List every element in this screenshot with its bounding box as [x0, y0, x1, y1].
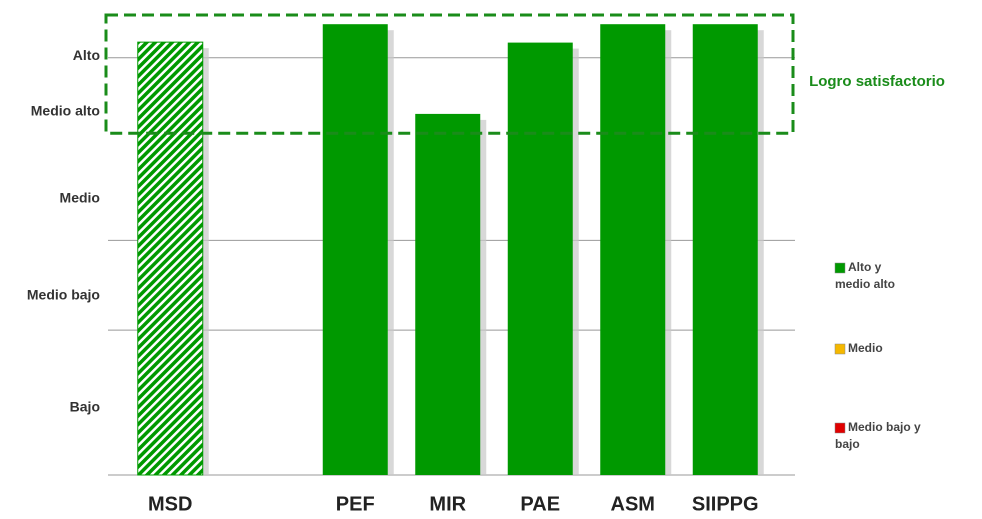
bar: [600, 24, 666, 475]
bar: [415, 113, 481, 476]
legend-label: Medio: [848, 341, 883, 355]
legend-label: bajo: [835, 437, 860, 451]
y-tick-label: Medio: [60, 190, 100, 206]
y-tick-label: Medio alto: [31, 102, 100, 118]
target-band: [104, 13, 795, 135]
y-tick-label: Alto: [73, 47, 100, 63]
legend-label: medio alto: [835, 277, 895, 291]
legend-swatch: [834, 262, 846, 274]
legend-label: Medio bajo y: [848, 420, 921, 434]
legend-swatch: [834, 343, 846, 355]
bar: [507, 42, 573, 475]
target-label: Logro satisfactorio: [809, 73, 945, 90]
bar: [137, 41, 204, 476]
x-tick-label: ASM: [611, 493, 655, 515]
x-tick-label: PEF: [336, 493, 375, 515]
x-tick-label: MSD: [148, 493, 192, 515]
bar: [692, 24, 758, 475]
y-tick-label: Bajo: [70, 399, 100, 415]
x-tick-label: MIR: [429, 493, 466, 515]
y-tick-label: Medio bajo: [27, 286, 100, 302]
x-tick-label: SIIPPG: [692, 493, 759, 515]
x-tick-label: PAE: [520, 493, 560, 515]
legend-label: Alto y: [848, 260, 882, 274]
legend-swatch: [834, 422, 846, 434]
bar: [322, 24, 388, 475]
